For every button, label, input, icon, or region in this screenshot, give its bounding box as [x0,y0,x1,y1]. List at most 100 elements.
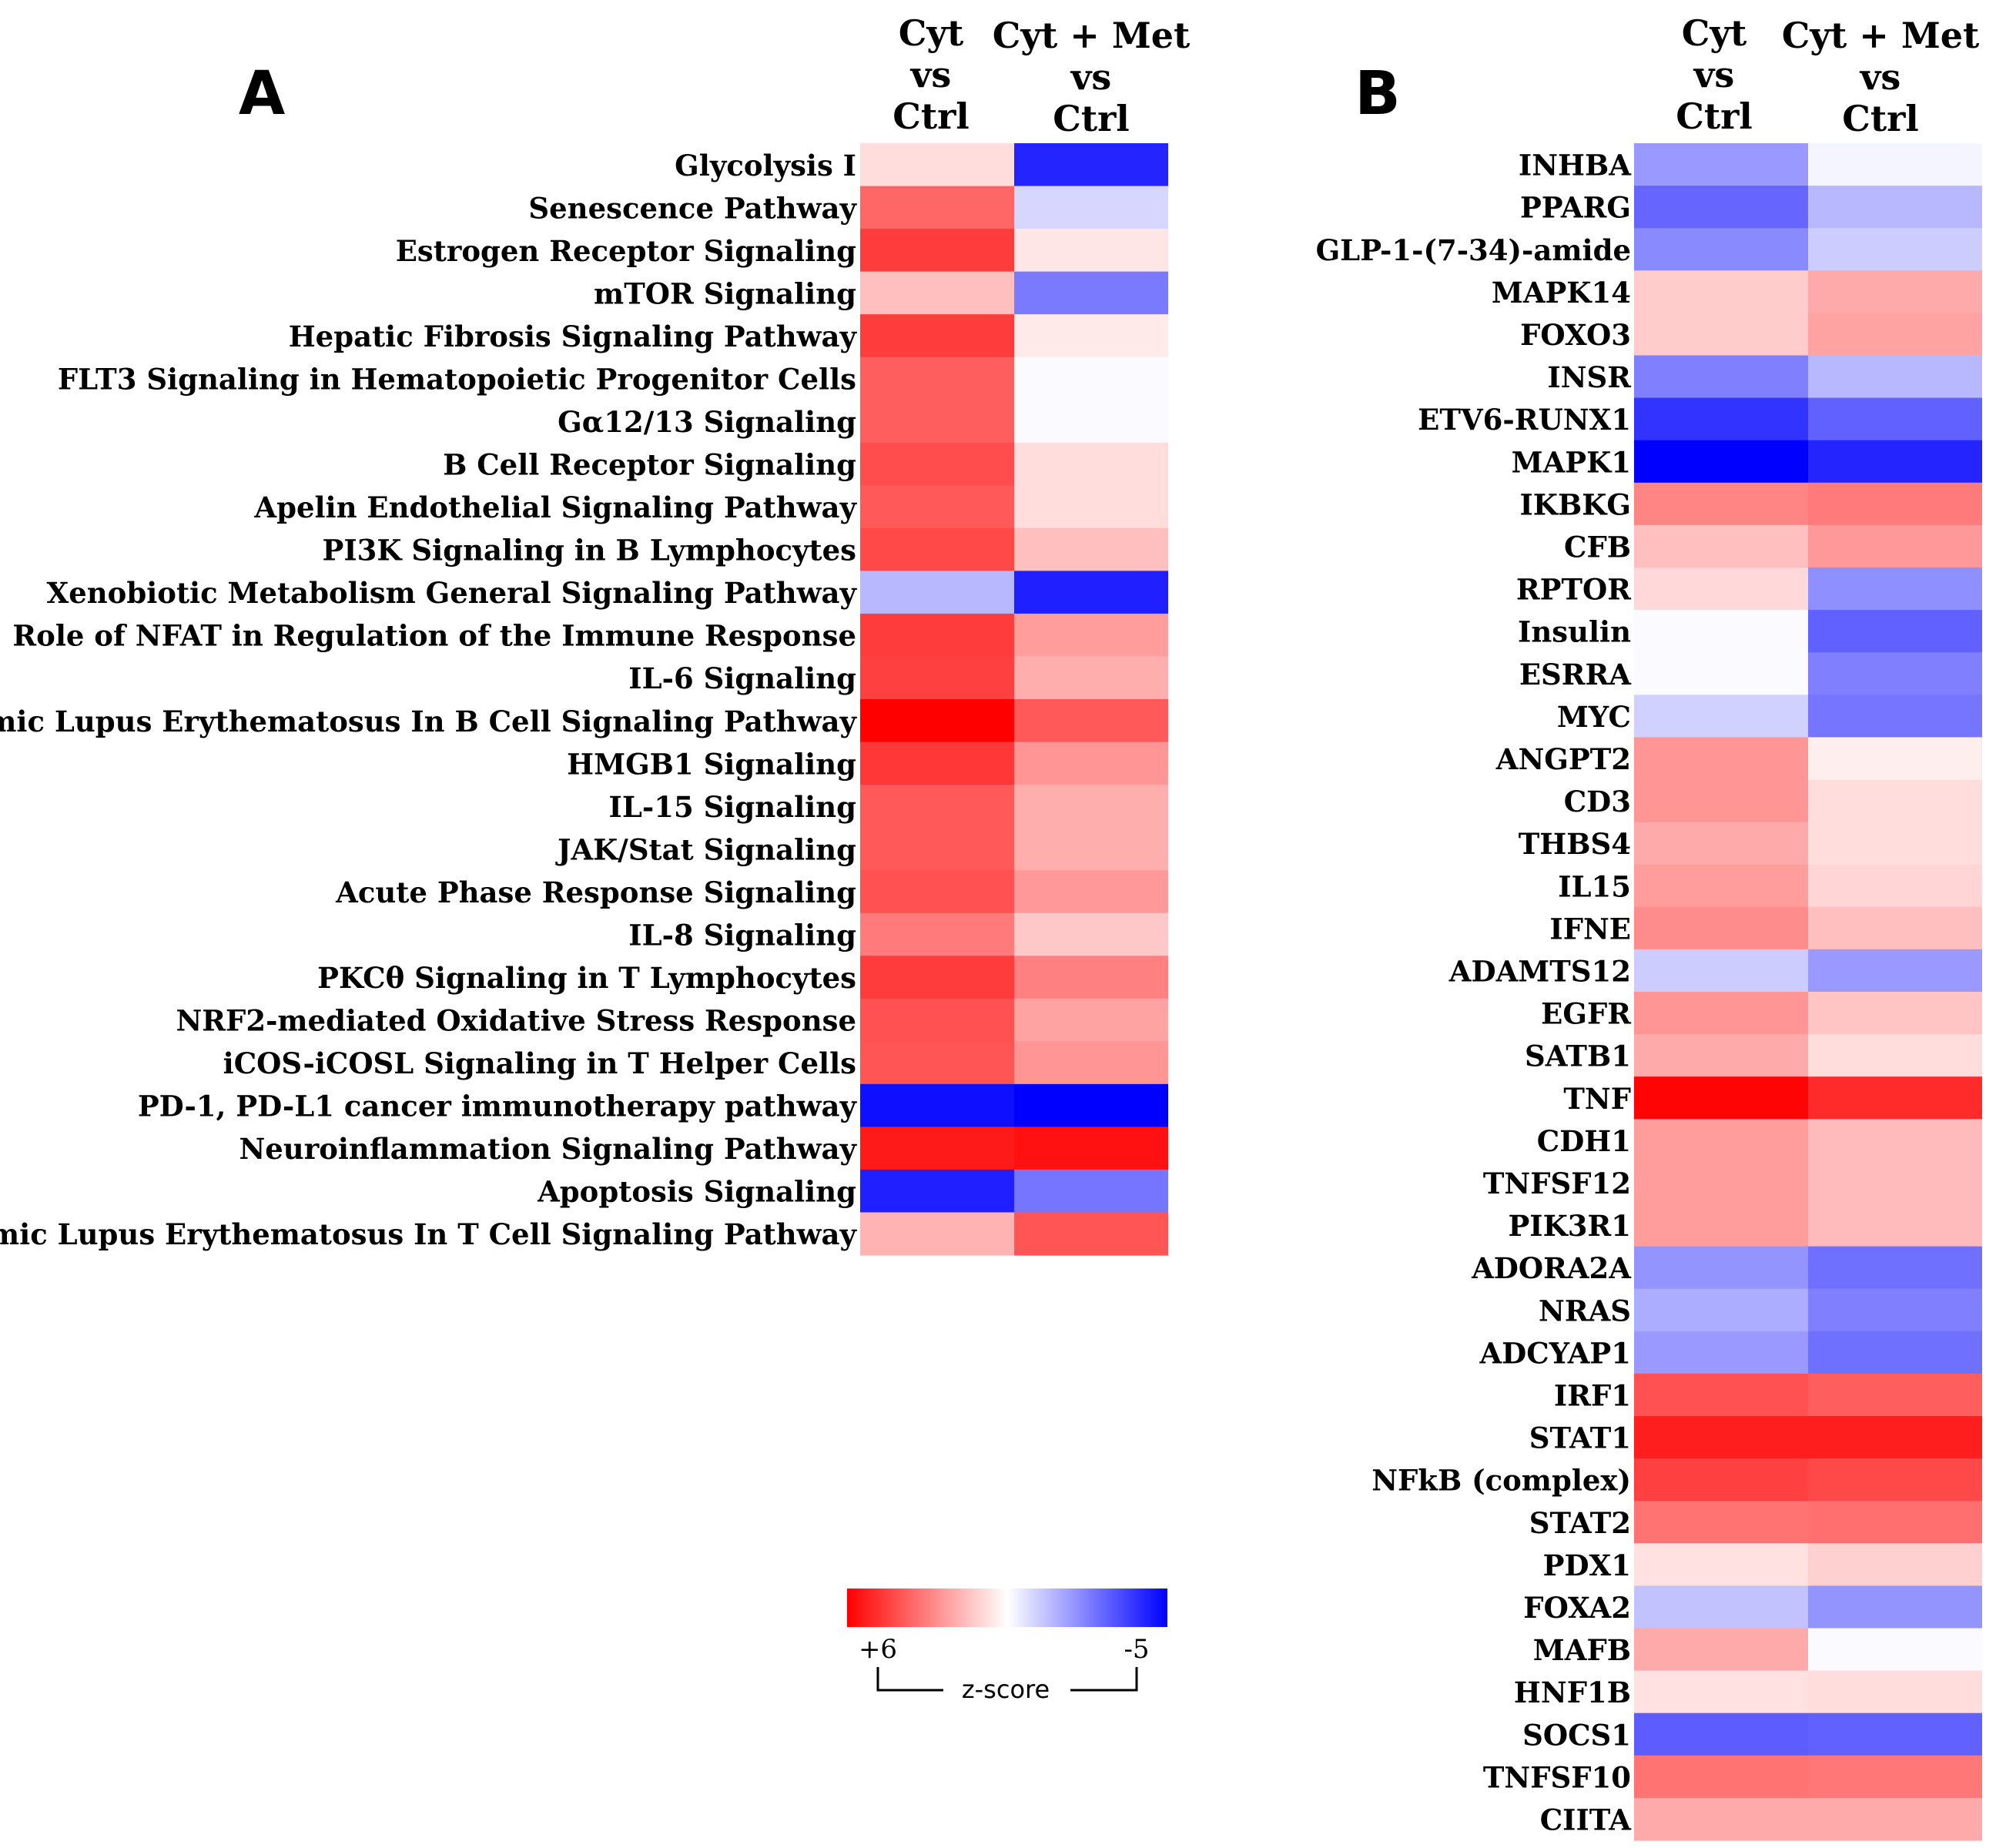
row-label: GLP-1-(7-34)-amide [1316,233,1631,267]
row-label: CDH1 [1537,1124,1631,1158]
row-label: IFNE [1549,912,1631,946]
heatmap-cell [1634,1501,1808,1544]
panel-letter-b: B [1355,59,1400,129]
heatmap-cell [1014,527,1168,571]
column-header-line: vs [910,54,952,95]
row-label: THBS4 [1519,827,1631,861]
row-label: MYC [1557,700,1631,734]
column-header-line: vs [1693,54,1735,95]
heatmap-cell [1808,186,1982,229]
legend-bracket-left [876,1667,943,1692]
heatmap-cell [1634,1585,1808,1629]
heatmap-cell [1634,1331,1808,1374]
heatmap-cell [1634,355,1808,399]
heatmap-cell [1808,737,1982,781]
heatmap-cell [860,956,1014,999]
row-label: B Cell Receptor Signaling [443,448,856,482]
row-label: iCOS-iCOSL Signaling in T Helper Cells [223,1046,856,1080]
column-header-line: vs [1860,56,1901,98]
row-label: FOXO3 [1520,318,1631,352]
heatmap-cell [1808,1034,1982,1077]
row-label: FOXA2 [1523,1591,1631,1625]
heatmap-cell [1634,864,1808,908]
row-label: CFB [1564,530,1631,564]
row-label: Neuroinflammation Signaling Pathway [239,1132,857,1166]
heatmap-cell [1014,571,1168,614]
heatmap-cell [860,229,1014,273]
heatmap-cell [860,571,1014,614]
heatmap-cell [1808,1755,1982,1799]
heatmap-cell [1014,400,1168,444]
heatmap-cell [1634,1119,1808,1162]
heatmap-cell [1634,313,1808,357]
heatmap-cell [860,827,1014,871]
row-label: IL15 [1558,869,1631,903]
column-header-line: Ctrl [1842,98,1919,139]
heatmap-cell [1014,699,1168,743]
heatmap-cell [1808,1416,1982,1459]
heatmap-cell [860,527,1014,571]
heatmap-cell [1634,1712,1808,1756]
row-label: HNF1B [1514,1676,1631,1709]
heatmap-cell [860,1041,1014,1085]
row-label: Estrogen Receptor Signaling [396,234,856,268]
heatmap-cell [1808,567,1982,611]
row-label: MAFB [1533,1633,1631,1667]
heatmap-cell [1634,1458,1808,1502]
heatmap-cell [1808,270,1982,313]
heatmap-cell [1808,143,1982,186]
heatmap-cell [1014,1083,1168,1127]
heatmap-cells-b [1634,143,1982,1841]
heatmap-cell [1014,485,1168,529]
row-label: HMGB1 Signaling [567,747,856,781]
heatmap-cell [1808,397,1982,441]
heatmap-cell [1634,270,1808,313]
row-label: ADORA2A [1471,1251,1632,1285]
heatmap-cell [1808,1712,1982,1756]
heatmap-cell [1634,1797,1808,1841]
heatmap-cell [1808,822,1982,865]
legend-bracket-right [1070,1667,1138,1692]
legend-title: z-score [962,1675,1050,1704]
heatmap-cell [1808,1119,1982,1162]
heatmap-cell [1634,397,1808,441]
row-label: IL-15 Signaling [609,790,856,824]
heatmap-cell [860,870,1014,914]
heatmap-cell [1808,1458,1982,1502]
heatmap-cell [860,1127,1014,1170]
row-label: INHBA [1519,149,1632,182]
heatmap-cell [1808,1797,1982,1841]
heatmap-cell [1014,613,1168,658]
heatmap-cell [1634,822,1808,865]
heatmap-cell [1634,1755,1808,1799]
heatmap-cell [1634,1628,1808,1672]
column-header-line: Cyt [1682,12,1747,54]
heatmap-cell [1634,1416,1808,1459]
heatmap-cell [1808,355,1982,399]
heatmap-cell [1014,870,1168,914]
heatmap-cell [860,400,1014,444]
column-header-line: vs [1070,56,1112,98]
heatmap-cell [1808,440,1982,484]
row-labels-b: INHBA PPARG GLP-1-(7-34)-amide MAPK14 FOXO3 I… [1316,149,1633,1837]
row-label: Insulin [1518,615,1631,649]
column-header-line: Cyt [899,12,964,54]
heatmap-cell [1634,524,1808,568]
row-label: STAT1 [1529,1421,1631,1455]
row-label: STAT2 [1529,1506,1631,1540]
row-label: PKCθ Signaling in T Lymphocytes [317,961,856,995]
heatmap-cell [1014,827,1168,871]
heatmap-cell [1808,1161,1982,1205]
heatmap-cell [1808,1373,1982,1417]
heatmap-cell [1014,998,1168,1042]
heatmap-cell [1014,229,1168,273]
row-label: Systemic Lupus Erythematosus In T Cell S… [0,1217,857,1251]
row-label: JAK/Stat Signaling [555,832,856,866]
row-label: NRF2-mediated Oxidative Stress Response [176,1004,856,1038]
column-header-line: Ctrl [893,95,970,137]
heatmap-cell [1014,1127,1168,1170]
heatmap-cell [860,314,1014,358]
heatmap-cell [1634,906,1808,950]
heatmap-cell [1634,1670,1808,1714]
